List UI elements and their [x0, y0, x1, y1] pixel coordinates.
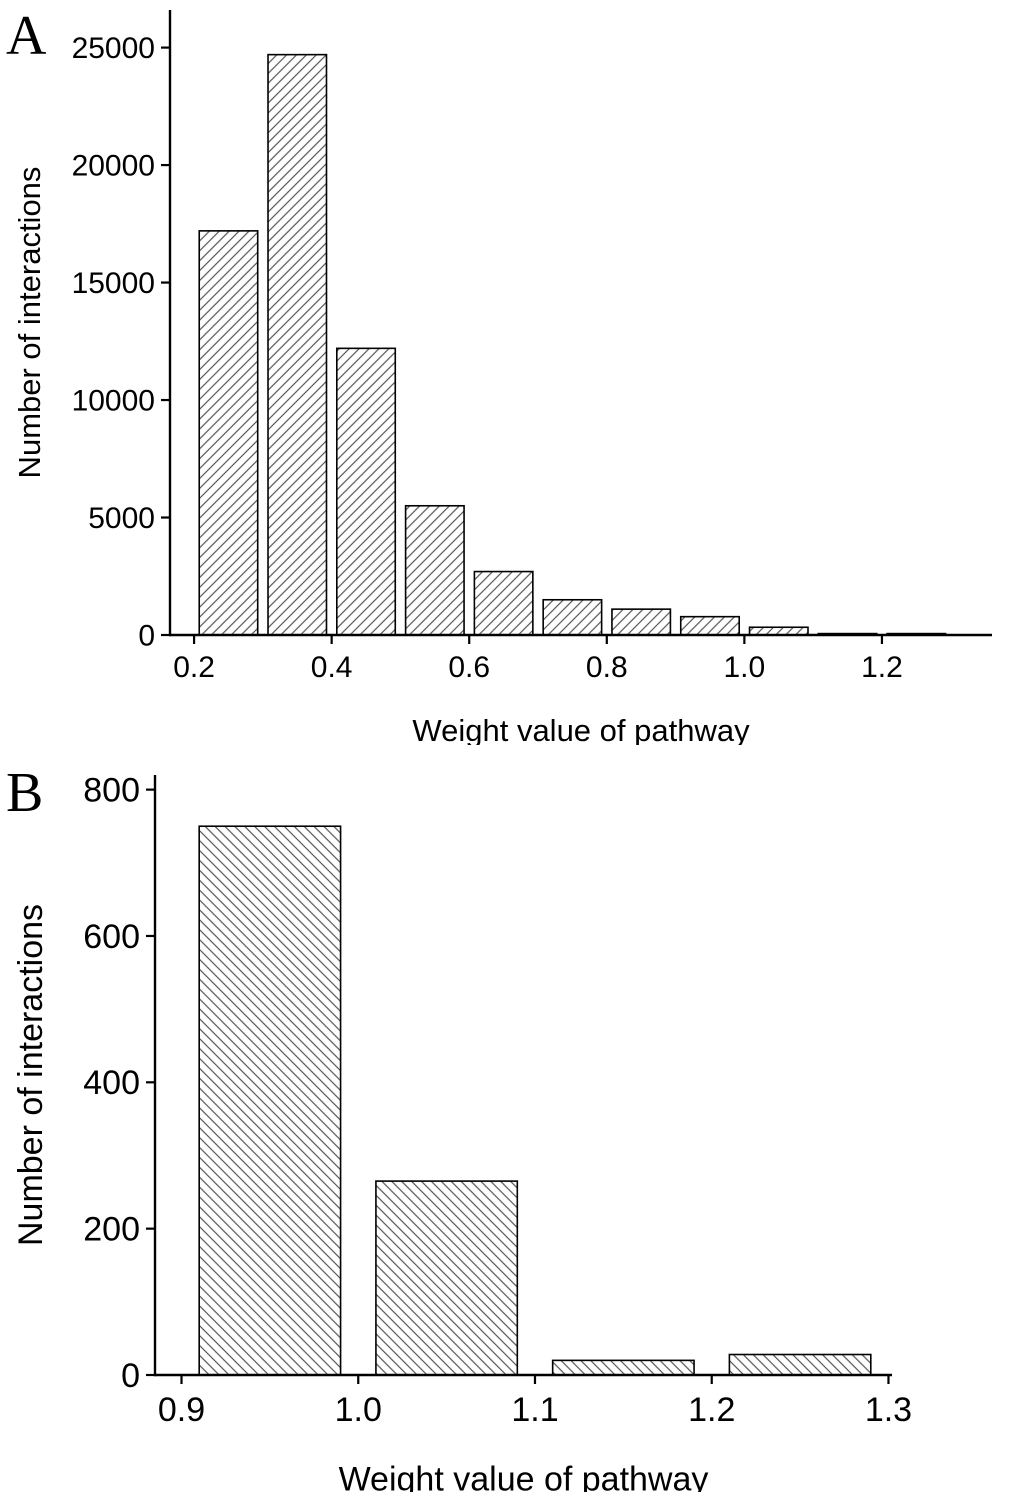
panel-b: B 0.9 1.0 1.1 1.2 1.3 0 200 400 600 800 Weight val…: [0, 745, 1012, 1492]
y-tick-label: 20000: [72, 150, 155, 183]
bar: [728, 1353, 872, 1376]
y-tick-label: 200: [83, 1211, 140, 1249]
y-tick-label: 15000: [72, 267, 155, 300]
bar: [473, 570, 534, 636]
y-tick-label: 0: [138, 620, 155, 653]
x-tick-label: 1.2: [688, 1391, 735, 1429]
y-tick-label: 600: [83, 918, 140, 956]
y-tick-label: 0: [121, 1357, 140, 1395]
y-axis-label: Number of interactions: [12, 904, 50, 1246]
bar: [679, 615, 741, 636]
panel-a-label: A: [6, 5, 47, 67]
y-tick-label: 400: [83, 1064, 140, 1102]
panel-b-label: B: [6, 762, 44, 824]
y-axis-label: Number of interactions: [12, 167, 47, 479]
x-axis-label: Weight value of pathway: [412, 713, 750, 745]
histogram-weight-value-high: 0.9 1.0 1.1 1.2 1.3 0 200 400 600 800 Weight value…: [12, 772, 912, 1492]
x-tick-label: 1.1: [511, 1391, 558, 1429]
x-tick-label: 0.4: [311, 651, 353, 684]
bar: [267, 53, 328, 636]
x-axis-label: Weight value of pathway: [339, 1460, 709, 1492]
bar: [198, 825, 342, 1376]
y-tick-label: 10000: [72, 385, 155, 418]
bar: [375, 1180, 519, 1376]
x-tick-label: 1.3: [865, 1391, 912, 1429]
bar: [404, 504, 465, 636]
y-tick-label: 800: [83, 772, 140, 810]
histogram-weight-value-all: 0.2 0.4 0.6 0.8 1.0 1.2 0 5000 10000 15000 20000 25…: [12, 10, 992, 745]
y-tick-label: 5000: [88, 502, 155, 535]
x-tick-label: 0.6: [448, 651, 490, 684]
bar: [336, 347, 397, 636]
panel-a: A 0.2 0.4 0.6 0.8 1.0 1.2 0 5000 10000 15000 20000…: [0, 0, 1012, 745]
x-tick-label: 1.2: [861, 651, 903, 684]
y-tick-label: 25000: [72, 32, 155, 65]
x-tick-label: 0.8: [586, 651, 628, 684]
bar: [611, 608, 672, 636]
bar: [542, 598, 603, 636]
bar: [198, 230, 259, 636]
bar: [551, 1359, 695, 1376]
x-tick-label: 0.9: [158, 1391, 205, 1429]
x-tick-label: 1.0: [724, 651, 766, 684]
x-tick-label: 0.2: [173, 651, 215, 684]
x-tick-label: 1.0: [335, 1391, 382, 1429]
